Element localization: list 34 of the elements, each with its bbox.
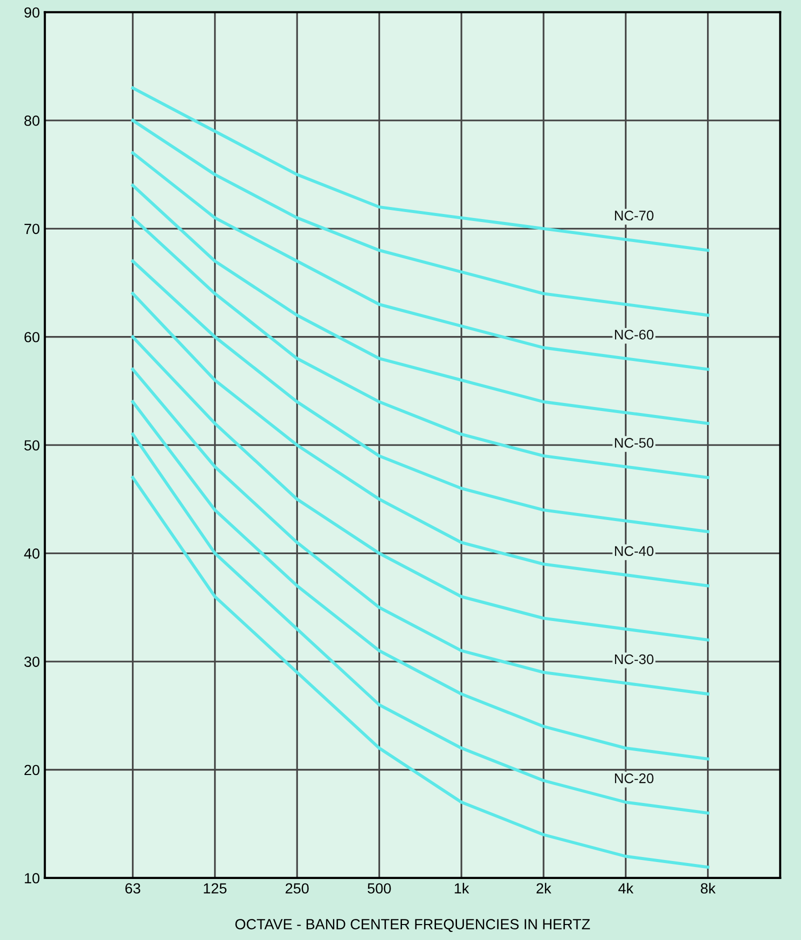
y-tick-label: 70 bbox=[24, 224, 40, 234]
line-series bbox=[131, 432, 710, 815]
y-tick-label: 60 bbox=[24, 332, 40, 342]
y-tick-label: 80 bbox=[24, 116, 40, 126]
series-label: NC-40 bbox=[615, 546, 654, 556]
x-tick-label: 2k bbox=[536, 882, 552, 894]
series-label: NC-70 bbox=[615, 210, 654, 220]
line-series bbox=[131, 476, 710, 869]
series-label: NC-60 bbox=[615, 330, 654, 340]
y-tick-label: 90 bbox=[24, 7, 40, 18]
line-series bbox=[131, 368, 710, 696]
y-tick-label: 20 bbox=[24, 764, 40, 776]
x-tick-label: 250 bbox=[286, 883, 309, 894]
x-tick-label: 1k bbox=[454, 882, 470, 894]
line-series bbox=[131, 118, 710, 317]
series-label: NC-50 bbox=[615, 438, 654, 448]
line-series bbox=[131, 86, 710, 252]
line-series bbox=[131, 292, 710, 588]
x-tick-label: 500 bbox=[368, 883, 391, 894]
line-series bbox=[131, 151, 710, 371]
x-tick-label: 4k bbox=[618, 882, 634, 894]
line-series bbox=[131, 184, 710, 425]
x-tick-label: 63 bbox=[125, 883, 140, 894]
y-tick-label: 40 bbox=[24, 548, 40, 559]
series-label: NC-20 bbox=[615, 773, 654, 784]
y-tick-label: 30 bbox=[24, 656, 40, 667]
series-label: NC-30 bbox=[615, 654, 654, 664]
x-tick-label: 8k bbox=[700, 882, 716, 894]
x-tick-label: 125 bbox=[204, 883, 226, 894]
x-axis-title: OCTAVE - BAND CENTER FREQUENCIES IN HERTZ bbox=[235, 919, 590, 932]
line-series bbox=[131, 400, 710, 760]
y-tick-label: 10 bbox=[24, 873, 40, 884]
y-tick-label: 50 bbox=[24, 440, 40, 451]
line-series bbox=[131, 260, 710, 534]
